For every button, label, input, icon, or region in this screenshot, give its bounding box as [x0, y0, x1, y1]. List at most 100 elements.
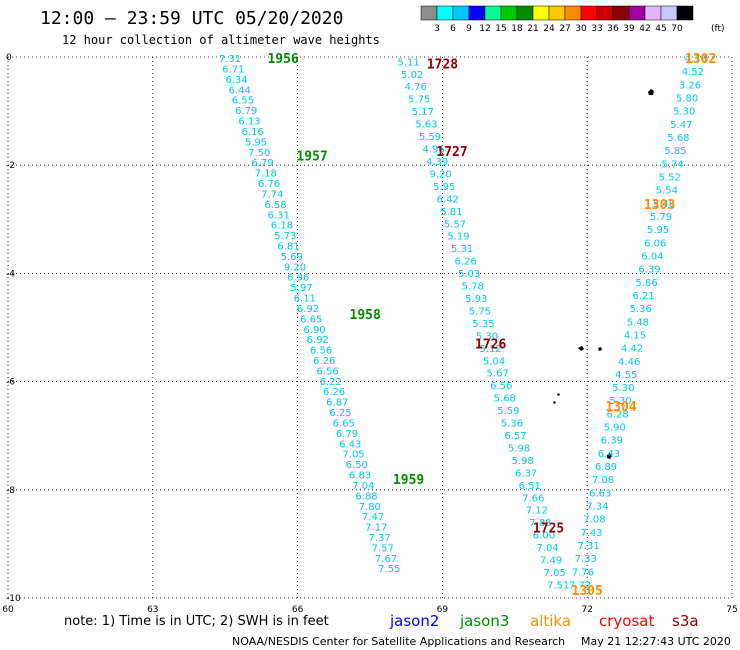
chart-title: 12:00 — 23:59 UTC 05/20/2020 [40, 8, 343, 29]
altimeter-tracks: 7.316.716.346.446.556.796.136.165.957.50… [219, 52, 716, 599]
colorbar-swatch [436, 5, 454, 21]
swh-value: 5.68 [494, 394, 516, 405]
swh-value: 4.42 [621, 344, 643, 355]
colorbar-tick: 39 [623, 24, 635, 34]
swh-value: 6.92 [297, 304, 319, 315]
swh-value: 7.31 [219, 54, 241, 65]
colorbar-tick: 15 [495, 24, 506, 34]
colorbar-tick: 6 [450, 24, 456, 34]
swh-value: 4.55 [615, 370, 637, 381]
swh-value: 5.81 [440, 207, 462, 218]
swh-value: 6.79 [251, 158, 273, 169]
swh-value: 7.34 [586, 502, 608, 513]
swh-value: 5.30 [673, 107, 695, 118]
swh-value: 6.87 [326, 398, 348, 409]
colorbar-swatch [676, 5, 694, 21]
swh-value: 4.52 [682, 67, 704, 78]
swh-value: 5.17 [412, 107, 434, 118]
swh-value: 7.66 [522, 493, 544, 504]
swh-value: 5.54 [656, 186, 678, 197]
swh-value: 5.48 [653, 199, 675, 210]
swh-value: 6.04 [641, 251, 663, 262]
footer-note: note: 1) Time is in UTC; 2) SWH is in fe… [64, 614, 329, 629]
satellite-jason2: jason2 [389, 612, 439, 630]
island-markers [553, 89, 654, 459]
swh-value: 4.39 [426, 157, 448, 168]
swh-value: 6.37 [515, 468, 537, 479]
swh-value: 6.79 [336, 429, 358, 440]
track-3: 7.72 7.76 7.33 7.31 7.43 7.08 7.34 6.63 7.08 6.89… [569, 52, 716, 599]
swh-value: 5.11 [397, 57, 419, 68]
colorbar-tick: 27 [559, 24, 570, 34]
swh-value: 5.95 [433, 182, 455, 193]
swh-value: 5.59 [419, 132, 441, 143]
colorbar-tick: 21 [527, 24, 538, 34]
swh-value: 7.43 [580, 528, 602, 539]
swh-value: 4.46 [618, 357, 640, 368]
swh-value: 5.67 [487, 369, 509, 380]
swh-value: 7.47 [362, 512, 384, 523]
swh-value: 7.08 [583, 515, 605, 526]
colorbar-tick: 30 [575, 24, 587, 34]
swh-value: 5.36 [501, 419, 523, 430]
colorbar-swatch [516, 5, 534, 21]
swh-value: 6.39 [601, 436, 623, 447]
colorbar-swatch [532, 5, 550, 21]
swh-value: 6.83 [349, 471, 371, 482]
swh-value: 7.05 [342, 450, 364, 461]
time-label: 1957 [296, 149, 327, 164]
time-label: 1305 [572, 584, 603, 599]
time-label: 1959 [393, 473, 424, 488]
swh-value: 7.49 [540, 556, 562, 567]
swh-value: 6.65 [300, 314, 322, 325]
colorbar: 3 6 9 12 15 18 21 24 27 30 33 36 39 42 45 70 [420, 5, 694, 34]
swh-value: 5.63 [415, 120, 437, 131]
swh-value: 6.28 [606, 409, 628, 420]
swh-value: 6.26 [323, 387, 345, 398]
swh-value: 5.86 [635, 278, 657, 289]
swh-value: 7.37 [368, 533, 390, 544]
swh-value: 5.85 [664, 146, 686, 157]
swh-value: 6.26 [313, 356, 335, 367]
x-tick-label: 66 [292, 605, 304, 615]
time-label: 1958 [350, 308, 381, 323]
swh-value: 6.13 [238, 117, 260, 128]
swh-value: 9.20 [284, 262, 306, 273]
swh-value: 6.00 [533, 531, 555, 542]
swh-value: 7.74 [261, 189, 283, 200]
swh-value: 5.69 [281, 252, 303, 263]
swh-value: 6.76 [258, 179, 280, 190]
swh-value: 5.57 [444, 219, 466, 230]
swh-value: 6.06 [644, 238, 666, 249]
colorbar-swatch [612, 5, 630, 21]
colorbar-tick: 3 [434, 24, 440, 34]
swh-value: 5.02 [401, 70, 423, 81]
swh-value: 6.90 [303, 325, 325, 336]
swh-value: 5.95 [245, 137, 267, 148]
x-tick-label: 63 [147, 605, 158, 615]
swh-value: 7.08 [592, 475, 614, 486]
swh-value: 9.20 [430, 169, 452, 180]
colorbar-swatch [644, 5, 662, 21]
time-label: 1304 [605, 400, 636, 415]
swh-value: 7.05 [544, 568, 566, 579]
x-tick-label: 72 [581, 605, 592, 615]
colorbar-tick: 45 [655, 24, 666, 34]
colorbar-tick: 24 [543, 24, 555, 34]
swh-value: 6.42 [437, 194, 459, 205]
swh-value: 7.04 [352, 481, 374, 492]
satellite-legend: jason2 jason3 altika cryosat s3a [389, 612, 699, 630]
swh-value: 5.74 [661, 159, 683, 170]
swh-value: 6.16 [242, 127, 264, 138]
swh-value: 5.68 [667, 133, 689, 144]
swh-value: 4.76 [405, 82, 427, 93]
swh-value: 7.12 [526, 506, 548, 517]
swh-value: 5.12 [479, 344, 501, 355]
swh-value: 6.92 [307, 335, 329, 346]
time-label: 1727 [436, 145, 467, 160]
satellite-cryosat: cryosat [599, 612, 654, 630]
swh-value: 6.96 [287, 273, 309, 284]
swh-value: 5.36 [630, 304, 652, 315]
swh-value: 5.52 [659, 173, 681, 184]
